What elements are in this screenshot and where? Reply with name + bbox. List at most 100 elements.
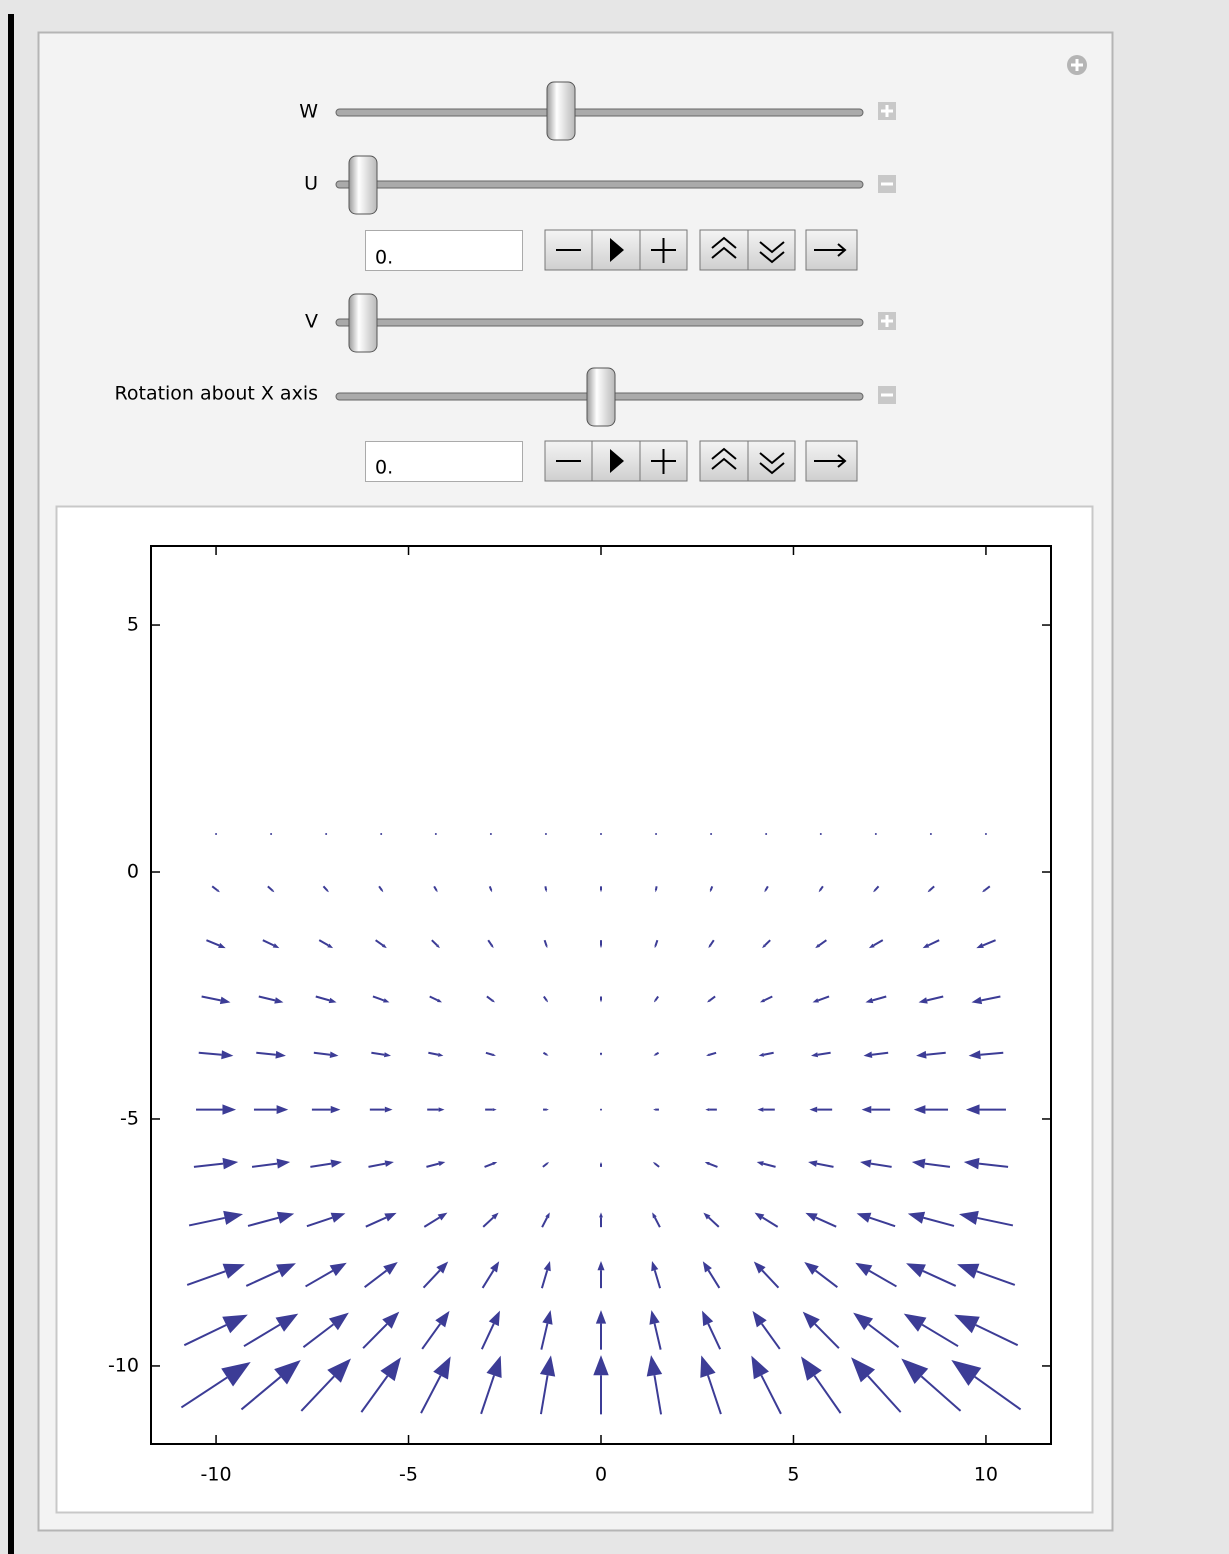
slider-label: V	[305, 311, 318, 333]
y-tick-label: -10	[108, 1354, 139, 1376]
arrow	[426, 1161, 446, 1168]
arrow	[240, 1360, 301, 1411]
input-field[interactable]	[365, 230, 523, 271]
arrow-head	[706, 1053, 710, 1057]
arrow-dot	[710, 832, 713, 835]
arrow	[702, 1310, 722, 1350]
slider-thumb[interactable]	[348, 293, 378, 353]
arrow-head	[222, 1314, 248, 1334]
arrow-head	[756, 1161, 764, 1167]
arrow-head	[271, 889, 275, 893]
slider-thumb[interactable]	[348, 155, 378, 215]
options-button[interactable]	[1067, 55, 1087, 75]
arrow-shaft	[540, 1269, 549, 1289]
arrow	[804, 1261, 838, 1288]
arrow-shaft	[541, 1216, 549, 1228]
arrow	[874, 832, 877, 835]
arrow-head	[855, 1262, 873, 1277]
arrow	[423, 1212, 448, 1228]
arrow	[751, 1355, 782, 1415]
arrow	[652, 1212, 661, 1228]
arrow	[360, 1357, 402, 1413]
arrow	[812, 995, 830, 1003]
arrow	[543, 995, 549, 1003]
x-tick-label: -5	[399, 1464, 418, 1486]
arrow	[245, 1263, 296, 1287]
collapse-button[interactable]	[878, 386, 896, 404]
arrow-head	[328, 1312, 349, 1331]
arrow-head	[815, 943, 821, 949]
animator-buttons[interactable]	[544, 440, 858, 482]
arrow-head	[758, 1052, 765, 1057]
arrow	[653, 1051, 660, 1056]
arrow-head	[433, 1356, 451, 1380]
arrow	[485, 1108, 497, 1112]
arrow-head	[976, 942, 984, 949]
arrow-dot	[600, 832, 602, 835]
arrow	[481, 1261, 500, 1289]
arrow-head	[856, 1212, 872, 1223]
arrow	[652, 1161, 660, 1168]
arrow	[313, 1051, 339, 1058]
arrow-shaft	[542, 1162, 548, 1168]
y-tick-label: 5	[127, 614, 139, 636]
arrow-shaft	[872, 995, 887, 1002]
y-tick-label: 0	[127, 861, 139, 883]
slider-track[interactable]	[335, 180, 864, 189]
arrow-shaft	[814, 1269, 838, 1288]
x-tick-label: 5	[787, 1464, 799, 1486]
arrow-head	[653, 1108, 656, 1111]
arrow-head	[805, 1212, 818, 1222]
arrow-head	[753, 1261, 766, 1274]
arrow	[365, 1212, 397, 1228]
arrow-shaft	[819, 885, 824, 891]
input-field[interactable]	[365, 441, 523, 482]
slider-thumb[interactable]	[586, 367, 616, 427]
output-pane	[55, 505, 1094, 1514]
slider-track[interactable]	[335, 108, 864, 117]
arrow-head	[222, 1157, 239, 1170]
arrow	[810, 1051, 831, 1058]
arrow	[754, 1212, 779, 1228]
arrow-shaft	[426, 1162, 440, 1168]
collapse-button[interactable]	[878, 175, 896, 193]
arrow	[196, 1104, 237, 1115]
arrow	[201, 995, 231, 1005]
arrow-head	[492, 1053, 496, 1057]
animator-buttons[interactable]	[544, 229, 858, 271]
arrow	[267, 885, 275, 893]
arrow-shaft	[302, 1323, 335, 1348]
arrow-head	[965, 1104, 980, 1115]
arrow	[863, 1051, 889, 1058]
arrow	[851, 1357, 902, 1413]
slider-label: U	[304, 173, 318, 195]
arrow-shaft	[183, 1324, 227, 1347]
arrow-head	[922, 943, 930, 949]
arrow-shaft	[763, 1051, 774, 1056]
arrow-shaft	[322, 885, 328, 891]
arrow-head	[492, 1108, 497, 1112]
arrow	[486, 995, 495, 1003]
arrow-head	[600, 890, 602, 893]
arrow-head	[968, 1050, 981, 1060]
arrow	[808, 1160, 834, 1168]
arrow-head	[868, 943, 875, 949]
arrow-head	[330, 1212, 346, 1223]
arrow-shaft	[922, 1270, 957, 1287]
arrow-head	[927, 889, 931, 893]
expand-button[interactable]	[878, 312, 896, 330]
arrow-shaft	[926, 1051, 946, 1056]
arrow	[927, 885, 935, 893]
arrow	[368, 1160, 394, 1168]
arrow	[540, 1260, 551, 1289]
arrow	[599, 1212, 603, 1228]
expand-button[interactable]	[878, 102, 896, 120]
arrow-shaft	[818, 939, 827, 947]
arrow	[861, 1105, 891, 1114]
arrow-shaft	[982, 939, 996, 947]
arrow-head	[384, 1212, 397, 1222]
arrow-head	[963, 1157, 980, 1170]
slider-track[interactable]	[335, 318, 864, 327]
slider-thumb[interactable]	[546, 81, 576, 141]
